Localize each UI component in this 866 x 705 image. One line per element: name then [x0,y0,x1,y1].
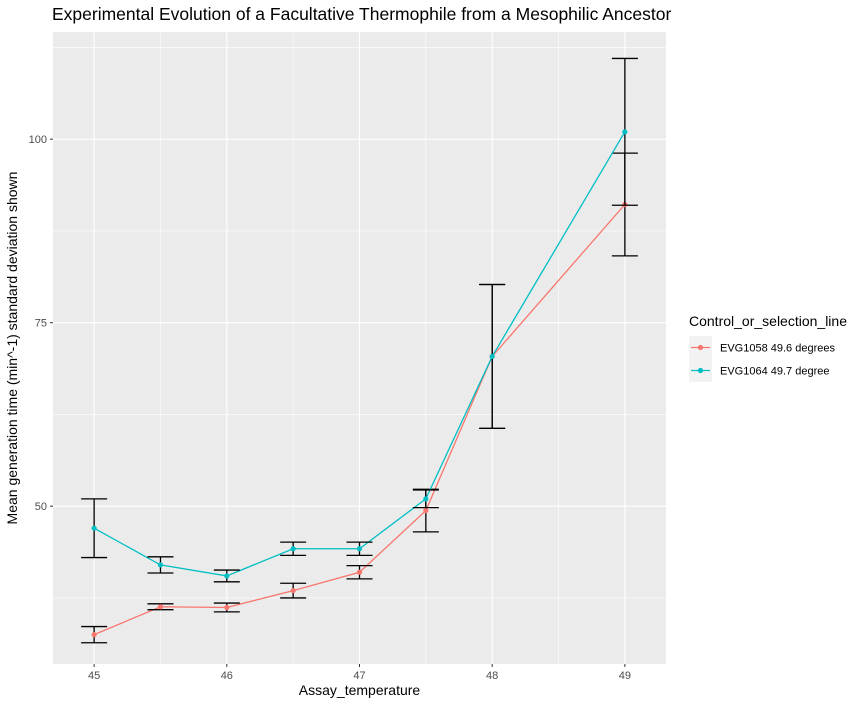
legend-item: EVG1064 49.7 degree [689,359,829,382]
data-point [157,604,164,610]
legend-title: Control_or_selection_line [689,313,847,329]
data-point [157,562,164,568]
data-point [423,507,429,514]
data-point [290,587,296,594]
data-point [290,546,296,552]
data-point [91,632,97,638]
x-tick-label: 45 [88,670,100,682]
data-point [224,604,230,611]
data-point [622,129,628,135]
series-line [93,204,626,636]
series-2 [81,57,638,583]
series-layer [81,57,638,644]
legend-key-point [697,367,704,374]
chart-title: Experimental Evolution of a Facultative … [52,4,671,24]
series-line [93,131,626,577]
x-tick-label: 47 [353,670,365,682]
y-tick-label: 75 [35,318,47,330]
data-point [224,573,230,579]
data-point [489,353,495,360]
y-tick-label: 100 [29,134,47,146]
y-axis-title: Mean generation time (min^-1) standard d… [4,172,20,525]
legend-label: EVG1058 49.6 degrees [720,343,835,355]
x-tick-label: 49 [619,670,631,682]
x-axis-title: Assay_temperature [299,682,421,698]
legend-item: EVG1058 49.6 degrees [689,336,835,359]
legend-key-point [697,344,704,351]
legend-label: EVG1064 49.7 degree [720,366,829,378]
data-point [91,525,97,531]
data-point [356,546,363,552]
legend: Control_or_selection_line EVG1058 49.6 d… [689,313,847,382]
data-point [356,569,363,575]
axes: 50 75 100 45 46 47 48 49 [29,134,631,682]
y-tick-label: 50 [35,501,47,513]
data-point [423,496,429,502]
x-tick-label: 48 [486,670,498,682]
x-tick-label: 46 [221,670,233,682]
